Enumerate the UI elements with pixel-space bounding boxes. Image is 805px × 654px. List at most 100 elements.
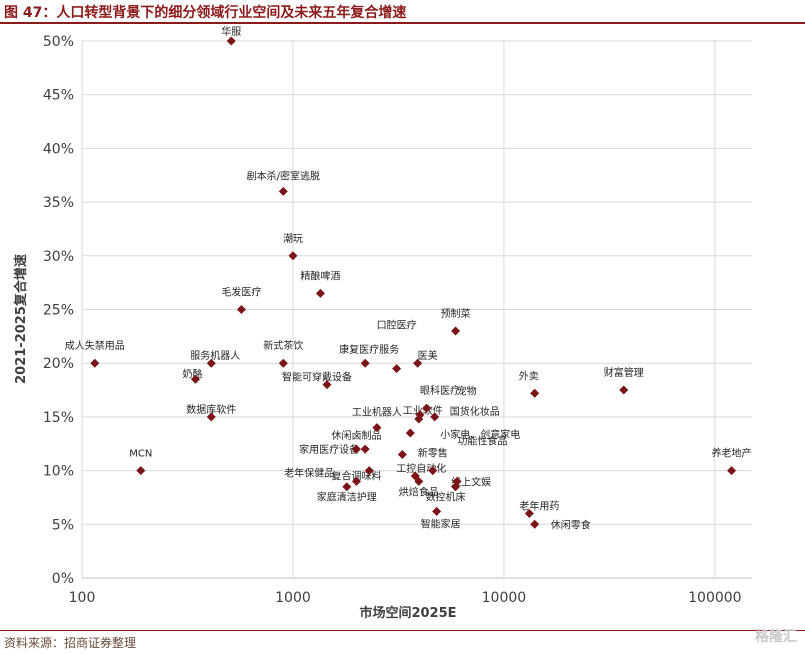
data-point-label: 老年保健品 — [284, 467, 334, 480]
data-point-marker — [190, 374, 200, 384]
data-point-marker — [530, 388, 540, 398]
y-tick-label: 0% — [52, 571, 74, 587]
data-point-marker — [392, 364, 402, 374]
y-tick-label: 35% — [43, 195, 74, 211]
data-point-marker — [530, 519, 540, 529]
title-divider — [0, 22, 805, 24]
watermark-logo: 格隆汇 — [755, 629, 797, 645]
data-point-label: 眼科医疗 — [420, 384, 460, 397]
data-point-marker — [414, 476, 424, 486]
data-point-label: 精酿啤酒 — [300, 269, 340, 282]
data-point-marker — [524, 509, 534, 519]
data-point-marker — [90, 358, 100, 368]
y-tick-label: 30% — [43, 249, 74, 265]
data-point-label: 小家电、创意家电 — [440, 428, 520, 441]
data-point-label: 华服 — [221, 25, 241, 38]
data-point-label: 养老地产 — [712, 447, 752, 460]
data-point-label: 外卖 — [519, 370, 539, 382]
y-tick-label: 15% — [43, 410, 74, 426]
x-tick-label: 100 — [69, 590, 96, 606]
data-point-marker — [236, 305, 246, 314]
y-tick-label: 45% — [43, 88, 74, 104]
x-tick-label: 100000 — [688, 590, 741, 606]
data-point-label: 毛发医疗 — [221, 286, 261, 299]
data-point-label: 工业软件 — [403, 404, 443, 417]
data-point-label: 宠物 — [457, 384, 477, 397]
figure-title: 图 47：人口转型背景下的细分领域行业空间及未来五年复合增速 — [4, 5, 407, 21]
y-tick-label: 10% — [43, 464, 74, 480]
data-point-marker — [422, 403, 432, 413]
source-note: 资料来源：招商证券整理 — [4, 636, 137, 650]
data-point-label: 康复医疗服务 — [339, 343, 399, 356]
data-point-marker — [364, 466, 374, 476]
data-point-marker — [451, 326, 461, 336]
data-point-marker — [322, 380, 332, 390]
data-point-label: 口腔医疗 — [377, 319, 417, 332]
data-point-marker — [315, 288, 325, 298]
y-tick-label: 20% — [43, 356, 74, 372]
data-point-marker — [351, 444, 361, 454]
point-markers — [90, 36, 737, 529]
data-point-label: 烘焙食品 — [399, 485, 439, 498]
x-axis-label: 市场空间2025E — [359, 605, 456, 621]
chart-grid — [81, 40, 752, 579]
data-point-label: 财富管理 — [604, 366, 644, 379]
data-point-marker — [342, 482, 352, 492]
data-point-label: MCN — [129, 449, 152, 460]
data-point-label: 新零售 — [418, 447, 448, 460]
data-point-marker — [727, 466, 737, 476]
data-point-label: 新式茶饮 — [263, 339, 303, 352]
data-point-marker — [432, 506, 442, 516]
data-point-marker — [413, 358, 423, 368]
data-point-label: 线上文娱 — [451, 475, 491, 488]
data-point-marker — [405, 428, 415, 438]
data-point-marker — [360, 444, 370, 454]
scatter-chart: 0% 5% 10% 15% 20% 25% 30% 35% 40% 45% 50% 100 1000 10… — [13, 25, 752, 621]
data-point-marker — [278, 358, 288, 368]
data-point-marker — [206, 412, 216, 422]
data-point-label: 家用医疗设备 — [299, 443, 359, 456]
data-point-marker — [360, 358, 370, 368]
data-point-marker — [136, 466, 146, 476]
chart-axes: 0% 5% 10% 15% 20% 25% 30% 35% 40% 45% 50% 100 1000 10… — [43, 34, 752, 606]
data-point-label: 国货化妆品 — [450, 405, 500, 418]
data-point-marker — [372, 423, 382, 433]
data-point-label: 休闲零食 — [551, 518, 591, 531]
data-point-label: 预制菜 — [441, 307, 471, 320]
x-tick-label: 1000 — [275, 590, 311, 606]
data-point-label: 数据库软件 — [186, 403, 236, 416]
data-point-label: 剧本杀/密室逃脱 — [247, 169, 320, 182]
data-point-label: 成人失禁用品 — [65, 339, 125, 352]
data-point-marker — [414, 414, 424, 424]
y-axis-label: 2021-2025复合增速 — [13, 254, 29, 384]
data-point-label: 医美 — [418, 349, 438, 362]
data-point-marker — [619, 385, 629, 395]
x-tick-label: 10000 — [482, 590, 527, 606]
data-point-marker — [397, 449, 407, 459]
data-point-marker — [351, 476, 361, 486]
data-point-label: 功能性食品 — [457, 434, 507, 447]
data-point-label: 潮玩 — [283, 232, 303, 245]
y-tick-label: 50% — [43, 34, 74, 50]
data-point-marker — [428, 466, 438, 476]
data-point-label: 家庭清洁护理 — [317, 491, 377, 504]
y-tick-label: 5% — [52, 517, 74, 533]
data-point-label: 休闲卤制品 — [331, 429, 381, 442]
data-point-label: 智能可穿戴设备 — [282, 371, 352, 384]
data-point-marker — [278, 186, 288, 196]
data-point-marker — [206, 358, 216, 368]
data-point-label: 服务机器人 — [190, 349, 240, 362]
data-point-marker — [226, 36, 236, 46]
data-point-marker — [430, 412, 440, 422]
y-tick-label: 40% — [43, 141, 74, 157]
data-point-label: 数控机床 — [426, 491, 466, 504]
y-tick-label: 25% — [43, 303, 74, 319]
data-point-label: 工控自动化 — [396, 462, 446, 475]
data-point-label: 工业机器人 — [352, 406, 402, 419]
data-point-marker — [288, 251, 298, 261]
source-divider — [0, 630, 805, 631]
data-point-label: 老年用药 — [519, 500, 559, 513]
data-point-label: 智能家居 — [421, 517, 461, 530]
data-point-marker — [452, 476, 462, 486]
